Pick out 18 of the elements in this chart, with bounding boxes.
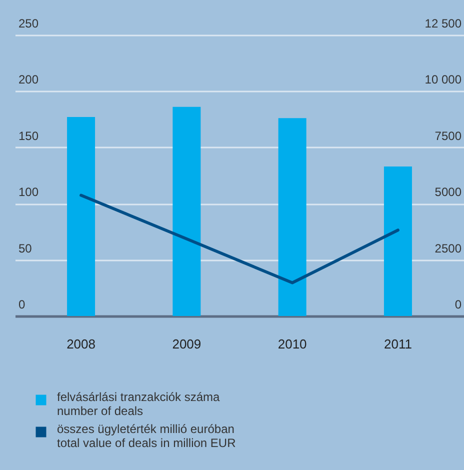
x-tick-label: 2009 (172, 336, 202, 352)
y2-tick-label: 12 500 (424, 16, 462, 30)
y-tick-label: 100 (18, 185, 39, 200)
y2-tick-label: 10 000 (424, 72, 462, 87)
x-tick-label: 2010 (278, 336, 307, 352)
y2-tick-label: 2500 (434, 241, 462, 256)
x-tick-label: 2008 (66, 336, 96, 352)
y-tick-label: 50 (18, 241, 32, 256)
y-tick-label: 250 (18, 16, 39, 30)
y-tick-label: 200 (18, 72, 39, 87)
y-tick-label: 150 (18, 128, 39, 143)
y2-tick-label: 0 (454, 298, 462, 312)
y-tick-label: 0 (18, 298, 26, 312)
legend-label: felvásárlási tranzakciók száma number of deals (57, 390, 220, 418)
y2-tick-label: 7500 (434, 128, 462, 143)
x-tick-label: 2011 (384, 336, 412, 352)
y2-tick-label: 5000 (434, 185, 462, 200)
legend-label: összes ügyletérték millió euróban total value of deals in million EUR (57, 422, 236, 450)
